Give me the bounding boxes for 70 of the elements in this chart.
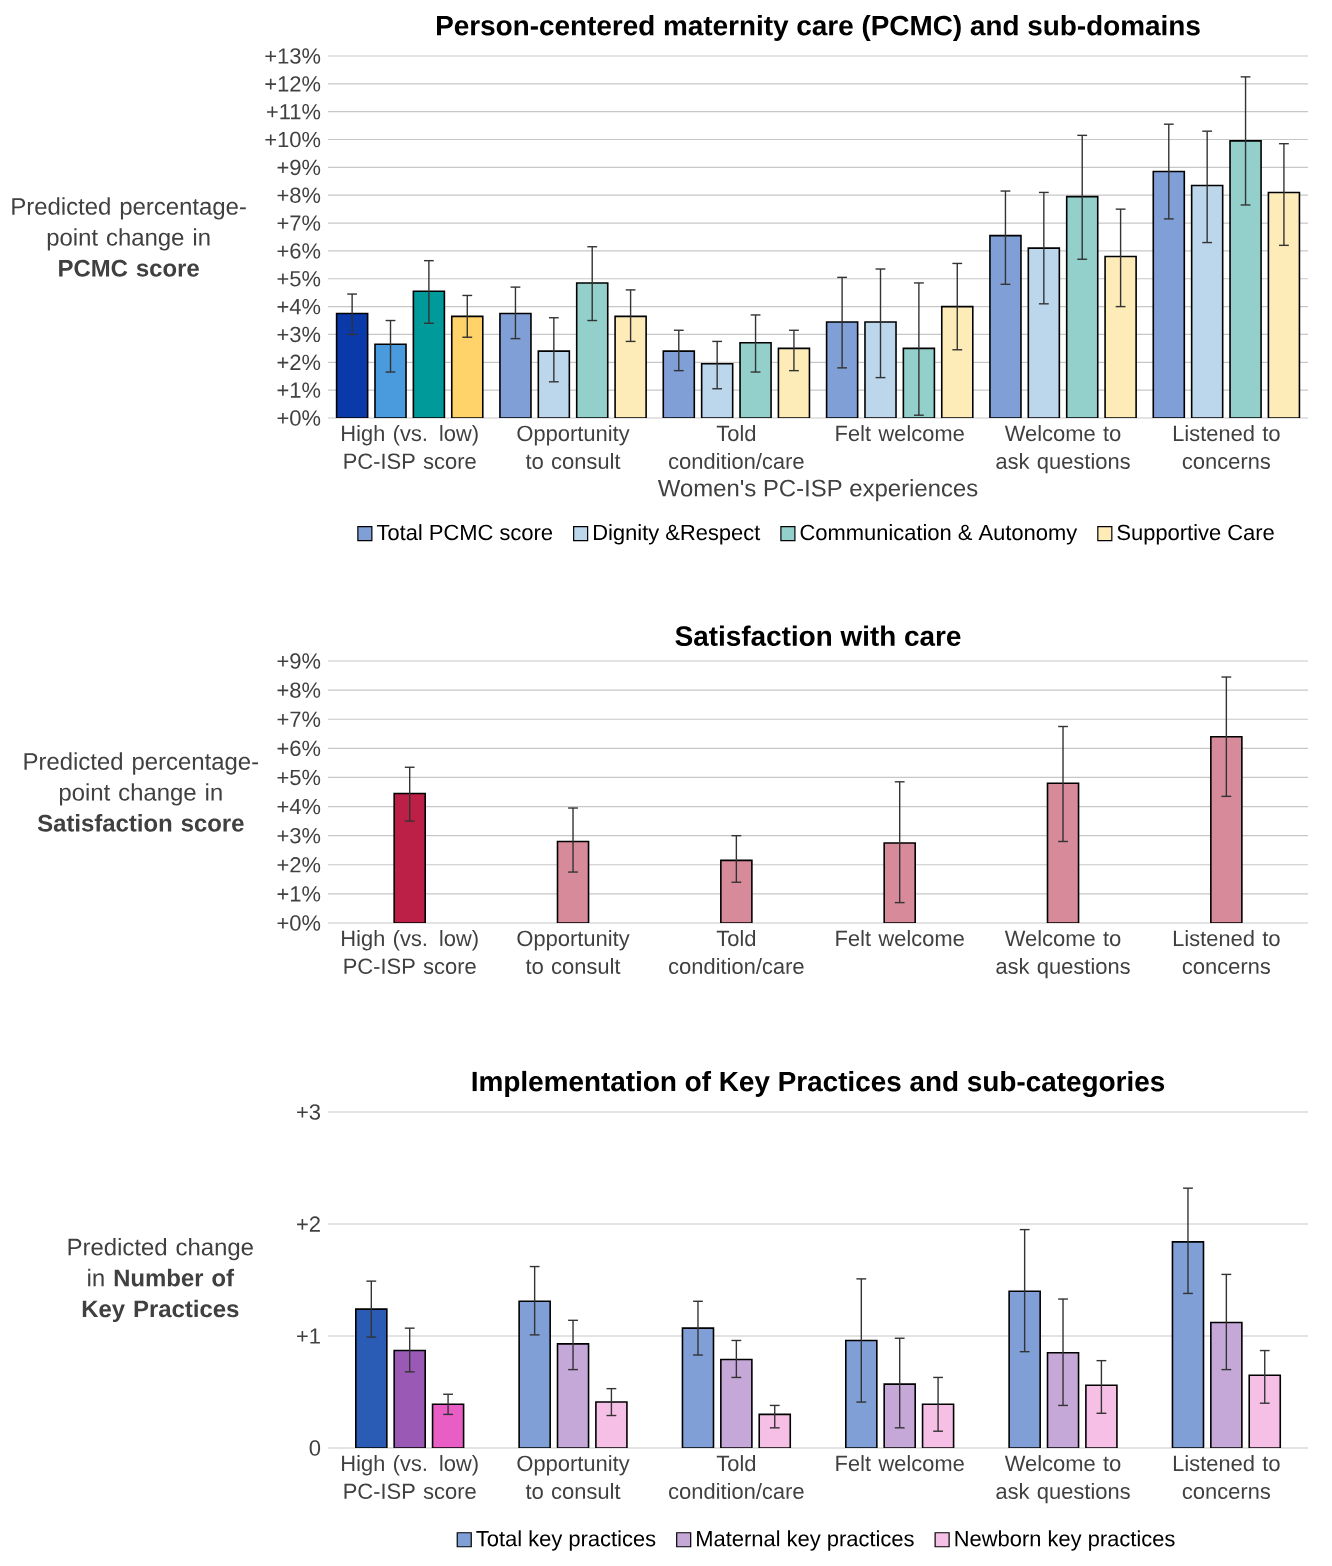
y-tick-label: +3% <box>277 326 321 343</box>
y-tick-label: +2% <box>277 354 321 371</box>
x-tick-label: Opportunity to consult <box>517 1455 630 1500</box>
legend-label: Total key practices <box>476 1530 656 1551</box>
bar <box>1046 782 1080 923</box>
x-tick-label: Listened to concerns <box>1173 425 1280 470</box>
y-tick-label: +1 <box>297 1328 320 1344</box>
y-tick-label: +8% <box>277 682 321 698</box>
y-tick-label: +1% <box>277 886 321 902</box>
legend-label: Communication & Autonomy <box>800 524 1078 545</box>
x-tick-label: Opportunity to consult <box>517 930 630 975</box>
bar <box>1152 170 1186 418</box>
y-tick-label: +5% <box>277 271 321 287</box>
y-tick-label: 0 <box>309 1440 321 1456</box>
x-tick-label: Told condition/care <box>669 1455 804 1500</box>
y-tick-label: +1% <box>277 382 321 398</box>
y-tick-label: +4% <box>277 298 321 315</box>
y-axis-title: Predicted change in Number of Key Practices <box>68 1237 253 1323</box>
y-tick-label: +0% <box>277 915 321 931</box>
bar <box>864 321 897 418</box>
x-tick-label: Welcome to ask questions <box>996 1455 1130 1504</box>
x-tick-label: Felt welcome <box>836 930 964 947</box>
chart-title: Implementation of Key Practices and sub-categories <box>472 1070 1165 1097</box>
x-tick-label: Told condition/care <box>669 425 804 470</box>
y-tick-label: +7% <box>277 711 321 727</box>
y-tick-label: +3 <box>297 1104 321 1120</box>
y-tick-label: +6% <box>277 740 321 757</box>
x-tick-label: Listened to concerns <box>1173 930 1280 975</box>
y-tick-label: +9% <box>277 159 321 176</box>
x-tick-label: Welcome to ask questions <box>996 930 1130 979</box>
legend-label: Dignity &Respect <box>594 524 761 545</box>
legend-label: Supportive Care <box>1117 524 1274 545</box>
x-tick-label: Felt welcome <box>836 1455 964 1472</box>
y-tick-label: +7% <box>277 215 321 231</box>
x-tick-label: High (vs. low) PC-ISP score <box>342 930 478 975</box>
y-axis-title: Predicted percentage-point change in PCMC score <box>12 197 246 277</box>
legend-label: Newborn key practices <box>955 1530 1175 1551</box>
y-tick-label: +11% <box>267 104 321 120</box>
chart-title: Person-centered maternity care (PCMC) and sub-domains <box>437 14 1200 41</box>
bar <box>556 840 590 923</box>
x-tick-label: Told condition/care <box>669 930 804 975</box>
y-tick-label: +12% <box>265 76 321 92</box>
y-tick-label: +0% <box>277 410 321 426</box>
x-tick-label: High (vs. low) PC-ISP score <box>342 425 478 470</box>
y-tick-label: +2 <box>297 1216 320 1232</box>
y-axis-title: Predicted percentage-point change in Satisfaction score <box>24 752 259 832</box>
bar <box>700 362 734 418</box>
x-tick-label: Opportunity to consult <box>517 425 630 470</box>
bar <box>412 290 446 418</box>
chart-title: Satisfaction with care <box>675 625 961 647</box>
y-tick-label: +5% <box>277 769 321 786</box>
y-tick-label: +9% <box>277 653 321 669</box>
legend-label: Total PCMC score <box>376 524 553 541</box>
y-tick-label: +2% <box>277 857 321 873</box>
y-tick-label: +13% <box>265 48 321 64</box>
y-tick-label: +4% <box>277 798 321 815</box>
y-tick-label: +6% <box>277 243 321 259</box>
x-tick-label: High (vs. low) PC-ISP score <box>342 1455 478 1500</box>
x-axis-title: Women's PC-ISP experiences <box>657 479 978 502</box>
legend-label: Maternal key practices <box>697 1530 914 1551</box>
y-tick-label: +8% <box>277 187 321 203</box>
bar <box>1190 184 1224 418</box>
bar <box>662 350 696 418</box>
bar <box>499 312 532 418</box>
bar <box>989 234 1022 418</box>
x-tick-label: Welcome to ask questions <box>996 425 1130 474</box>
x-tick-label: Listened to concerns <box>1173 1455 1280 1500</box>
y-tick-label: +3% <box>277 827 321 844</box>
y-tick-label: +10% <box>265 131 321 148</box>
x-tick-label: Felt welcome <box>836 425 964 442</box>
